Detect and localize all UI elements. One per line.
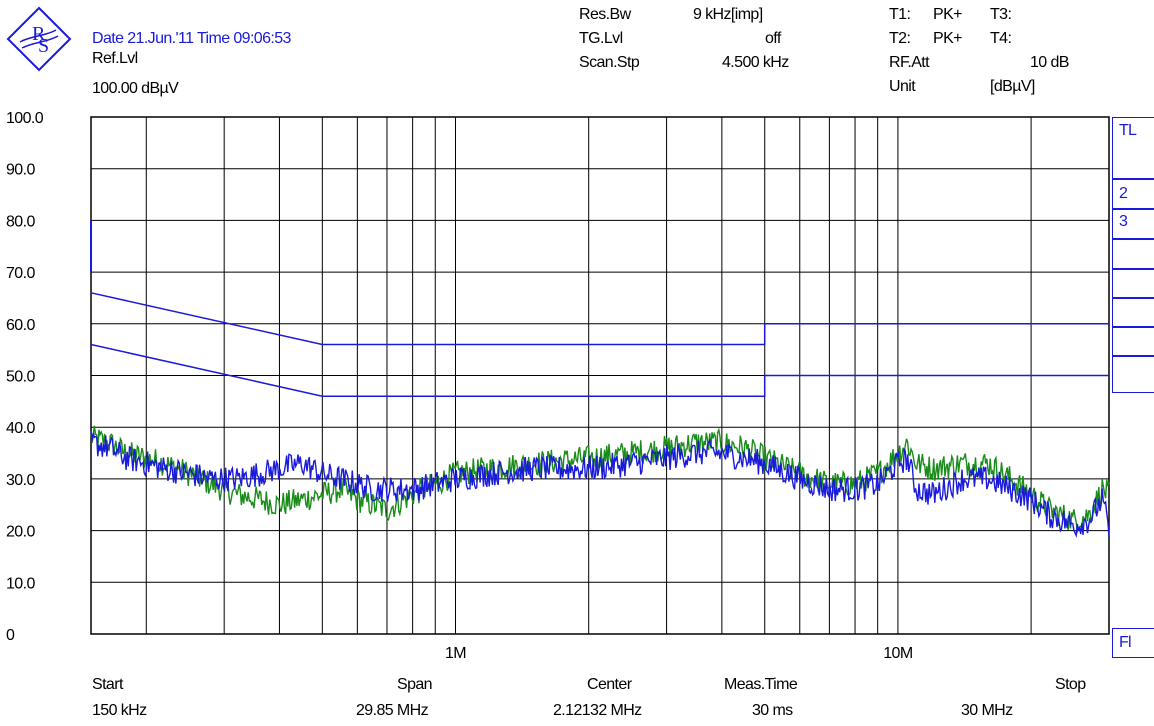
x-tick-label: 10M (883, 645, 913, 662)
rf-att-label: RF.Att (889, 54, 930, 71)
y-tick-label: 50.0 (6, 369, 35, 386)
tg-level-label: TG.Lvl (579, 30, 623, 47)
y-tick-label: 70.0 (6, 265, 35, 282)
meas-time-value: 30 ms (752, 702, 793, 719)
side-panel-slot-8 (1112, 356, 1154, 393)
trace1-detector: PK+ (933, 6, 962, 23)
rohde-schwarz-logo-icon: R S (6, 6, 72, 72)
start-label: Start (92, 676, 123, 693)
rf-att-value: 10 dB (1030, 54, 1069, 71)
trace2-label: T2: (889, 30, 911, 47)
y-tick-label: 0 (6, 627, 15, 644)
span-label: Span (397, 676, 433, 693)
unit-value: [dBµV] (990, 78, 1035, 95)
y-tick-label: 20.0 (6, 524, 35, 541)
scan-step-value: 4.500 kHz (722, 54, 789, 71)
trace4-label: T4: (990, 30, 1012, 47)
trace2-detector: PK+ (933, 30, 962, 47)
center-label: Center (587, 676, 632, 693)
meas-time-label: Meas.Time (724, 676, 798, 693)
limit-line (90, 343, 1109, 397)
y-tick-label: 100.0 (6, 110, 44, 127)
trace-green (90, 425, 1110, 535)
unit-label: Unit (889, 78, 916, 95)
side-panel-slot-4 (1112, 239, 1154, 269)
side-panel-3: 3 (1112, 209, 1154, 239)
tg-level-value: off (765, 30, 781, 47)
trace3-label: T3: (990, 6, 1012, 23)
y-tick-label: 80.0 (6, 213, 35, 230)
ref-level-value: 100.00 dBµV (92, 80, 179, 97)
y-tick-label: 60.0 (6, 317, 35, 334)
y-tick-label: 10.0 (6, 575, 35, 592)
side-panel-2: 2 (1112, 179, 1154, 209)
y-tick-label: 40.0 (6, 420, 35, 437)
x-tick-label: 1M (445, 645, 466, 662)
limit-line (90, 292, 1109, 346)
span-value: 29.85 MHz (356, 702, 429, 719)
stop-value: 30 MHz (961, 702, 1013, 719)
res-bw-label: Res.Bw (579, 6, 631, 23)
ref-level-label: Ref.Lvl (92, 50, 138, 67)
y-tick-label: 90.0 (6, 162, 35, 179)
date-time: Date 21.Jun.'11 Time 09:06:53 (92, 30, 291, 47)
side-label-3: 3 (1119, 213, 1128, 230)
trace1-label: T1: (889, 6, 911, 23)
side-panel-tl: TL (1112, 117, 1154, 179)
side-panel-slot-5 (1112, 269, 1154, 298)
side-panel-fl: Fl (1112, 628, 1154, 658)
side-panel-slot-6 (1112, 298, 1154, 327)
stop-label: Stop (1055, 676, 1086, 693)
side-label-fl: Fl (1119, 634, 1132, 651)
svg-text:R: R (32, 23, 46, 45)
res-bw-value: 9 kHz[imp] (693, 6, 763, 23)
side-label-tl: TL (1119, 122, 1137, 139)
side-panel-slot-7 (1112, 327, 1154, 356)
trace-blue (90, 430, 1110, 538)
svg-text:S: S (38, 35, 49, 57)
start-value: 150 kHz (92, 702, 147, 719)
side-label-2: 2 (1119, 185, 1128, 202)
scan-step-label: Scan.Stp (579, 54, 640, 71)
y-tick-label: 30.0 (6, 472, 35, 489)
center-value: 2.12132 MHz (553, 702, 642, 719)
